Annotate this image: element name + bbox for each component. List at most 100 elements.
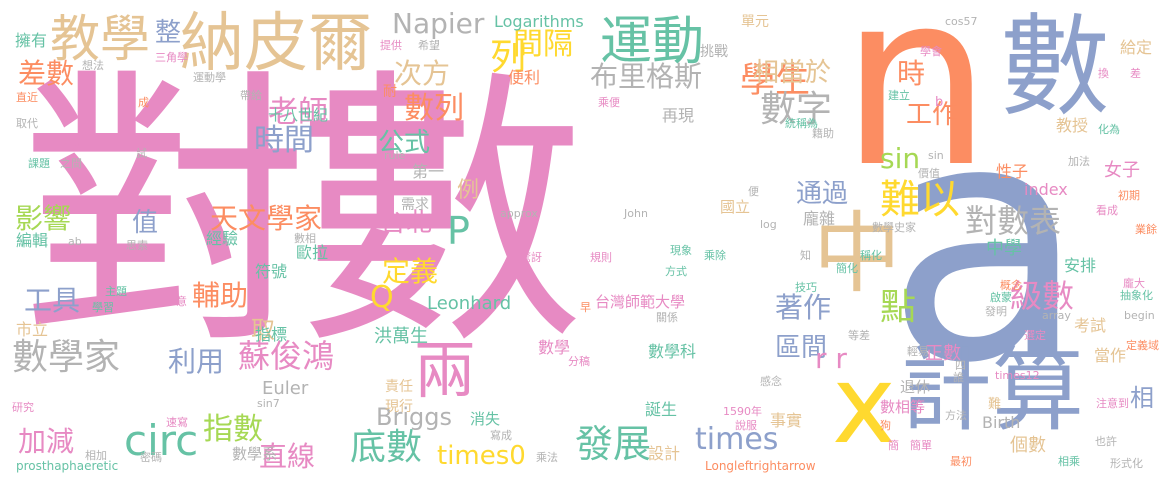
word-duishu: 對數 [20, 46, 586, 383]
word-zhixian: 直線 [259, 440, 316, 473]
word-geshu: 個數 [1010, 435, 1046, 456]
word-fazhan: 發展 [575, 422, 652, 466]
word-fuzhu: 輔助 [192, 279, 249, 312]
word-xiecheng: 寫成 [490, 429, 512, 442]
word-jian: 簡 [888, 439, 899, 452]
word-index: index [1024, 180, 1068, 199]
word-shibashiji: 十八世紀 [268, 106, 329, 124]
word-dansheng: 誕生 [645, 400, 678, 419]
word-rule: rule [384, 149, 406, 162]
word-gou: 狗 [880, 419, 891, 432]
word-zheng: 整 [155, 18, 182, 48]
word-oula: 歐拉 [296, 243, 329, 262]
word-chashu: 差數 [18, 57, 75, 90]
word-hongwansheng: 洪萬生 [374, 326, 428, 347]
word-taibei: 台北 [380, 208, 433, 238]
word-fengao: 分稿 [568, 355, 590, 368]
word-napier: Napier [392, 7, 485, 40]
word-prosthaphaeretic: prosthaphaeretic [16, 459, 119, 473]
word-pangda: 龐大 [1123, 277, 1145, 290]
word-yingxiang: 影響 [15, 202, 72, 235]
word-laoshi: 老師 [268, 95, 328, 130]
word-jiaoshou: 教授 [1056, 116, 1089, 135]
word-xiangjia: 相加 [85, 449, 107, 462]
word-shu: 數 [1000, 3, 1110, 131]
word-times0: times0 [437, 441, 526, 471]
word-zao: 早 [580, 301, 591, 314]
word-zhishu: 指數 [203, 412, 263, 447]
word-benwen: 本文 [60, 139, 82, 152]
word-qudai: 取代 [16, 117, 38, 130]
word-chengfa: 乘法 [536, 451, 558, 464]
word-zhi: 值 [132, 208, 159, 238]
word-zhuzuo: 著作 [775, 291, 832, 324]
word-shuxuexi: 數學系 [232, 445, 278, 463]
word-sujunhong: 蘇俊鴻 [238, 337, 335, 375]
word-duishubiao: 對數表 [965, 202, 1062, 240]
word-xianxiang: 現象 [670, 244, 692, 257]
word-fuhao: 符號 [255, 262, 288, 281]
word-kancheng: 看成 [1096, 204, 1118, 217]
word-yongyou: 擁有 [15, 31, 48, 50]
word-log: log [760, 218, 777, 231]
word-napier-zh: 納皮爾 [180, 7, 372, 81]
word-rr: r r [815, 342, 847, 375]
word-shishi: 事實 [770, 411, 803, 430]
word-briggs: Briggs [376, 403, 452, 431]
word-jiajian: 加減 [18, 425, 75, 458]
word-guoli: 國立 [720, 198, 751, 216]
word-x: x [832, 343, 896, 468]
word-liang: 兩 [414, 334, 477, 407]
word-liyong: 利用 [168, 345, 225, 378]
word-shi: 時 [897, 57, 926, 90]
word-mima: 密碼 [140, 451, 162, 464]
word-q: Q [370, 280, 394, 315]
word-diyi: 第一 [412, 162, 445, 181]
word-ab: ab [68, 235, 82, 248]
word-dingyi: 定義 [382, 255, 439, 288]
word-tongguo: 通過 [796, 179, 849, 209]
word-shili: 市立 [16, 320, 49, 339]
word-shuofu: 說服 [735, 419, 757, 432]
word-xuesheng: 學生 [740, 61, 811, 101]
word-circ: circ [124, 416, 199, 465]
word-xuqiu: 需求 [401, 197, 429, 213]
word-geiding: 給定 [1120, 38, 1153, 57]
word-1590: 1590年 [723, 405, 762, 418]
word-xuexi: 學習 [92, 301, 114, 314]
word-kaoshi: 考試 [1074, 316, 1107, 335]
word-shuxueshijia: 數學史家 [872, 221, 916, 234]
word-chenghua: 稱化 [860, 249, 882, 262]
word-dian: 點 [880, 287, 917, 328]
word-huan: 換 [1098, 67, 1109, 80]
word-faming: 發明 [985, 305, 1007, 318]
word-shuxiangdeng: 數相等 [880, 398, 926, 416]
word-zhijian: 之間 [60, 157, 82, 170]
word-array: array [1042, 309, 1071, 322]
word-xiangdangyu: 相當於 [753, 58, 832, 88]
word-jiezhu: 籍助 [812, 127, 834, 140]
word-p: P [447, 209, 470, 253]
word-jiazhi: 價值 [918, 167, 940, 180]
word-fangshi: 方式 [665, 265, 687, 278]
word-jiafa: 加法 [1068, 155, 1090, 168]
word-huawei: 化為 [1098, 123, 1120, 136]
word-shuxue: 數學 [538, 338, 571, 357]
word-zeren: 責任 [385, 379, 413, 395]
word-yeyu: 業餘 [1135, 223, 1157, 236]
word-bianji: 編輯 [16, 231, 49, 250]
word-sisuo: 思索 [126, 239, 148, 252]
word-sanjiaoxue: 三角學 [155, 51, 188, 64]
word-nai: 耐 [383, 84, 397, 100]
word-jianli: 建立 [888, 89, 910, 102]
word-shuxiang: 數相 [294, 232, 316, 245]
word-n: n [840, 0, 993, 220]
word-xuehui: 學會 [920, 45, 942, 58]
word-jiandan: 簡單 [910, 439, 932, 452]
word-chengchu: 乘除 [704, 249, 726, 262]
word-tiaozhan: 挑戰 [700, 44, 728, 60]
word-gongshi: 公式 [378, 128, 431, 158]
word-jisuan: 計算 [900, 337, 1085, 444]
word-jianhua: 簡化 [836, 262, 858, 275]
word-zhibiao: 指標 [255, 325, 288, 344]
